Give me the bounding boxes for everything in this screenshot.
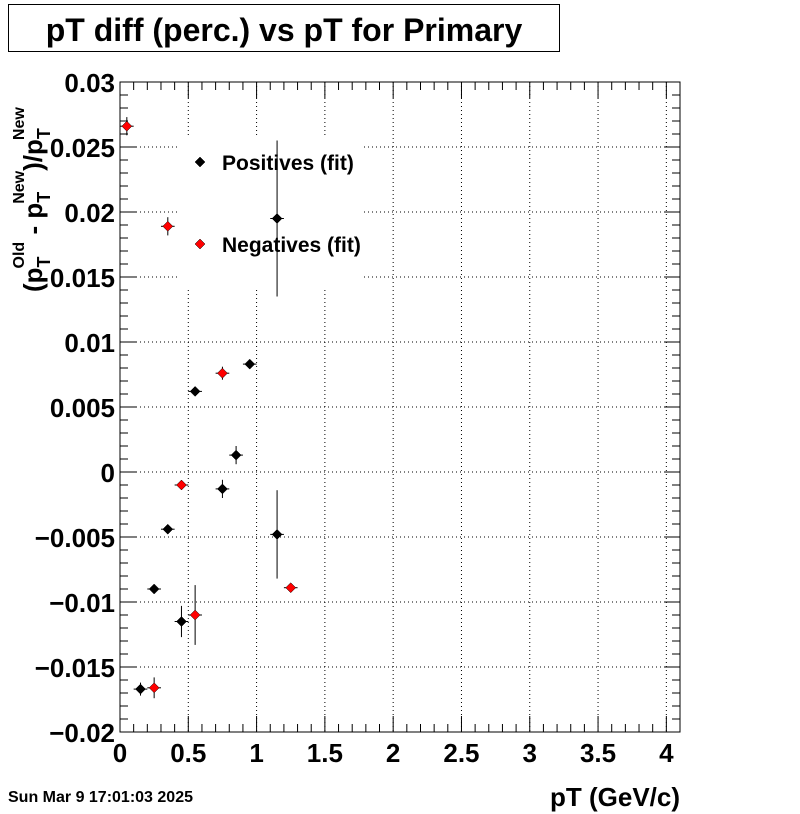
legend-marker <box>194 156 206 168</box>
data-point-negative <box>189 609 201 621</box>
data-point-negative <box>121 120 133 132</box>
y-axis-label-part: - p <box>18 203 48 242</box>
data-point-positive <box>217 483 228 495</box>
data-point-negative <box>162 220 174 232</box>
y-tick-label: 0.015 <box>50 263 115 293</box>
y-tick-label: −0.015 <box>35 653 115 683</box>
x-tick-label: 2.5 <box>443 738 479 768</box>
data-point-negative <box>148 682 160 694</box>
y-axis-label-part: New <box>11 170 28 203</box>
data-point-negative <box>217 367 228 379</box>
x-tick-label: 3.5 <box>580 738 616 768</box>
date-stamp: Sun Mar 9 17:01:03 2025 <box>8 789 193 806</box>
x-tick-label: 1 <box>249 738 263 768</box>
y-axis-label-part: Old <box>11 242 28 269</box>
data-point-positive <box>230 449 242 461</box>
y-tick-label: 0.01 <box>64 328 115 358</box>
y-tick-label: 0.02 <box>64 198 115 228</box>
legend-marker <box>194 238 206 250</box>
data-point-positive <box>162 523 174 535</box>
y-axis-label-part: )/p <box>18 139 48 171</box>
data-point-positive <box>244 358 256 370</box>
legend-box <box>178 138 362 288</box>
data-point-positive <box>271 529 283 540</box>
y-axis-label-part: T <box>34 256 54 267</box>
x-tick-label: 0.5 <box>170 738 206 768</box>
y-axis-label-part: New <box>11 107 28 140</box>
y-tick-label: 0.03 <box>64 68 115 98</box>
data-point-positive <box>148 583 160 595</box>
x-tick-label: 0 <box>113 738 127 768</box>
chart-title: pT diff (perc.) vs pT for Primary <box>45 12 523 48</box>
y-tick-label: −0.01 <box>49 588 115 618</box>
y-axis-label-part: (p <box>18 267 48 292</box>
x-axis-label: pT (GeV/c) <box>550 782 680 812</box>
y-tick-label: −0.005 <box>35 523 115 553</box>
y-axis-label-part: T <box>34 192 54 203</box>
y-axis-label-part: T <box>34 128 54 139</box>
data-point-negative <box>285 582 297 594</box>
data-point-positive <box>135 683 146 695</box>
legend-label: Negatives (fit) <box>222 234 361 257</box>
y-tick-label: 0 <box>101 458 115 488</box>
y-tick-label: 0.025 <box>50 133 115 163</box>
x-tick-label: 4 <box>659 738 674 768</box>
y-tick-label: −0.02 <box>49 718 115 748</box>
y-axis-label: (pTOld - pTNew)/pTNew <box>11 107 54 292</box>
y-tick-label: 0.005 <box>50 393 115 423</box>
x-tick-label: 3 <box>523 738 537 768</box>
data-point-positive <box>189 386 201 397</box>
data-point-positive <box>271 213 283 224</box>
chart-title-box: pT diff (perc.) vs pT for Primary <box>8 4 560 52</box>
legend-label: Positives (fit) <box>222 152 354 175</box>
data-point-negative <box>176 479 187 491</box>
x-tick-label: 1.5 <box>307 738 343 768</box>
x-tick-label: 2 <box>386 738 400 768</box>
data-point-positive <box>176 616 187 627</box>
